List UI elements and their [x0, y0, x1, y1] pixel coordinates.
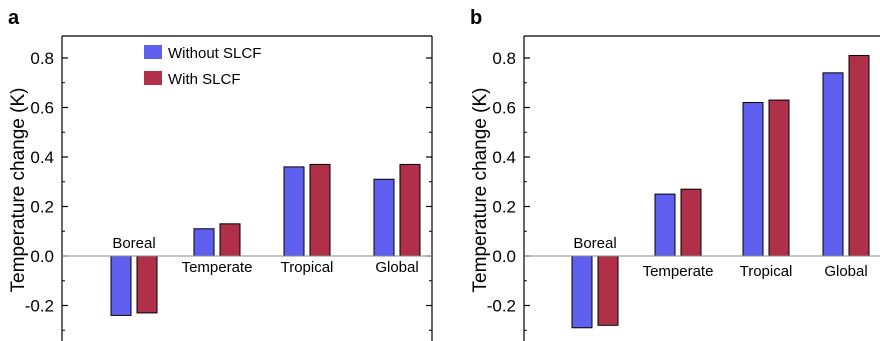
bar-global-without-slcf [822, 72, 844, 257]
panel-b-y-axis-title: Temperature change (K) [470, 88, 491, 293]
legend-swatch-without-slcf [144, 45, 162, 59]
y-tick-label: -0.2 [25, 297, 54, 316]
y-tick-label: 0.4 [30, 148, 54, 167]
panel-b-y-ticks: -0.2 0.0 0.2 0.4 0.6 0.8 [487, 49, 530, 331]
y-tick-label: 0.6 [492, 99, 516, 118]
y-tick-label: 0.2 [30, 198, 54, 217]
bar-tropical-with-slcf [309, 163, 331, 257]
category-label-global: Global [375, 259, 418, 276]
y-tick-label: 0.4 [492, 148, 516, 167]
bar-boreal-without-slcf [571, 255, 593, 329]
panel-a-y-ticks: -0.2 0.0 0.2 0.4 0.6 0.8 [25, 49, 432, 331]
category-label-tropical: Tropical [281, 259, 334, 276]
y-tick-label: 0.6 [30, 99, 54, 118]
bar-temperate-with-slcf [680, 188, 702, 257]
bar-tropical-with-slcf [768, 99, 790, 257]
panel-a-label: a [8, 7, 20, 29]
panel-a-category-labels: Boreal Temperate Tropical Global [112, 235, 418, 276]
bar-boreal-with-slcf [136, 255, 158, 314]
bar-boreal-without-slcf [110, 255, 132, 316]
bar-temperate-with-slcf [219, 223, 241, 257]
legend-label-without-slcf: Without SLCF [168, 45, 261, 62]
bar-global-without-slcf [373, 178, 395, 257]
category-label-global: Global [824, 263, 867, 280]
bar-tropical-without-slcf [283, 166, 305, 257]
bar-global-with-slcf [848, 55, 870, 257]
category-label-temperate: Temperate [182, 259, 253, 276]
category-label-tropical: Tropical [740, 263, 793, 280]
y-tick-label: 0.2 [492, 198, 516, 217]
panel-b-label: b [470, 7, 482, 29]
panel-b-category-labels: Boreal Temperate Tropical Global [573, 235, 867, 280]
category-label-boreal: Boreal [112, 235, 155, 252]
y-tick-label: 0.0 [30, 247, 54, 266]
bar-temperate-without-slcf [654, 193, 676, 257]
bar-temperate-without-slcf [193, 228, 215, 257]
panel-b-bars [571, 55, 870, 329]
category-label-temperate: Temperate [643, 263, 714, 280]
bar-tropical-without-slcf [742, 102, 764, 257]
y-tick-label: 0.8 [492, 49, 516, 68]
y-tick-label: 0.0 [492, 247, 516, 266]
legend-swatch-with-slcf [144, 71, 162, 85]
category-label-boreal: Boreal [573, 235, 616, 252]
panel-a: a Temperature change (K) -0.2 0.0 0.2 0.4 0.… [8, 7, 433, 341]
panel-a-y-axis-title: Temperature change (K) [8, 88, 29, 293]
legend-label-with-slcf: With SLCF [168, 71, 241, 88]
bar-global-with-slcf [399, 163, 421, 257]
panel-a-legend: Without SLCF With SLCF [144, 45, 261, 88]
y-tick-label: 0.8 [30, 49, 54, 68]
panel-b: b Temperature change (K) -0.2 0.0 0.2 0.4 0.… [470, 7, 880, 341]
panel-a-bars [110, 163, 421, 316]
y-tick-label: -0.2 [487, 297, 516, 316]
bar-boreal-with-slcf [597, 255, 619, 326]
